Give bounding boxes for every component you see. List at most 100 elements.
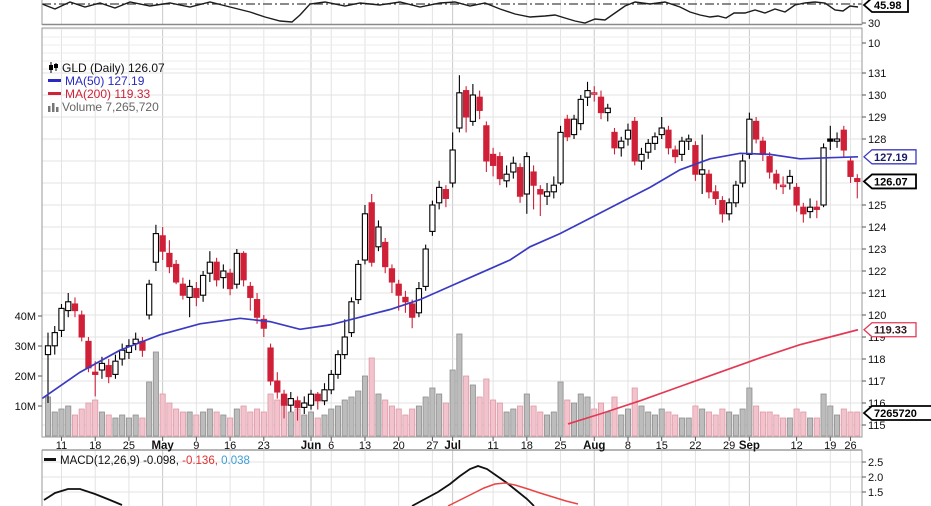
volume-bar	[699, 408, 706, 437]
volume-bar	[692, 405, 699, 437]
legend-ma200-row: MA(200) 119.33	[48, 88, 165, 101]
volume-bar	[726, 411, 733, 437]
ma50-line	[41, 152, 859, 400]
volume-bar	[65, 405, 72, 437]
volume-bar	[186, 411, 193, 437]
volume-bar	[793, 408, 800, 437]
macd-tick-label: 2.0	[868, 472, 883, 484]
date-tick-label: 16	[224, 440, 236, 452]
volume-bar	[321, 414, 328, 437]
volume-bar	[456, 333, 463, 437]
top-panel-tick-label: 30	[868, 18, 880, 30]
candle-body	[672, 149, 679, 158]
volume-bar	[105, 414, 112, 437]
volume-tick-label: 10M	[15, 401, 36, 413]
candle-body	[226, 272, 234, 290]
date-tick-label: May	[151, 440, 174, 452]
date-tick-label: 11	[56, 440, 67, 452]
candle-body	[260, 318, 267, 329]
macd-value-2: -0.136,	[182, 455, 218, 467]
ma200-line	[567, 328, 859, 425]
chart-legend: GLD (Daily) 126.07 MA(50) 127.19 MA(200)…	[48, 62, 165, 114]
price-tick-label: 120	[868, 310, 886, 322]
price-tick-label: 115	[868, 420, 886, 432]
volume-bar	[388, 405, 395, 437]
volume-bar	[483, 378, 490, 437]
candle-body	[638, 153, 645, 162]
volume-bars-icon	[48, 102, 59, 112]
volume-bar	[618, 414, 625, 437]
candle-body	[166, 252, 173, 268]
price-callout	[863, 149, 917, 165]
candle-body	[301, 402, 308, 408]
volume-bar	[233, 408, 240, 437]
volume-bar	[820, 393, 827, 437]
volume-bar	[409, 408, 416, 437]
volume-bar	[807, 417, 814, 437]
date-tick-label: 26	[844, 440, 856, 452]
top-panel-tick-label: 10	[868, 38, 880, 50]
volume-bar	[678, 417, 685, 437]
candle-body	[334, 354, 342, 375]
volume-bar	[645, 411, 652, 437]
volume-bar	[132, 414, 139, 437]
volume-bar	[287, 411, 294, 437]
candle-body	[78, 314, 85, 338]
date-tick-label: 25	[554, 440, 566, 452]
volume-bar	[334, 405, 341, 437]
price-tick-label: 121	[868, 288, 886, 300]
candle-body	[267, 347, 274, 382]
volume-bar	[766, 411, 773, 437]
volume-bar	[260, 411, 267, 437]
candle-body	[462, 90, 470, 118]
candle-body	[543, 191, 551, 197]
legend-volume-label: Volume 7,265,720	[62, 100, 159, 114]
volume-bar	[355, 390, 362, 437]
price-tick-label: 131	[868, 68, 886, 80]
volume-bar	[254, 408, 261, 437]
candle-body	[658, 127, 665, 136]
candle-body	[240, 252, 247, 281]
ma200-line-icon	[48, 92, 61, 96]
candle-body	[840, 129, 847, 151]
price-tick-label: 130	[868, 90, 886, 102]
volume-tick-label: 20M	[15, 371, 36, 383]
candle-body	[253, 299, 261, 318]
volume-bar	[159, 393, 166, 437]
ma50-line-icon	[48, 79, 61, 83]
volume-bar	[58, 408, 65, 437]
macd-value-3: 0.038	[221, 455, 250, 467]
date-tick-label: 6	[328, 440, 334, 452]
volume-bar	[571, 402, 578, 437]
volume-bar	[705, 411, 712, 437]
volume-tick-label: 40M	[15, 311, 36, 323]
volume-bar	[786, 417, 793, 437]
candle-body	[51, 332, 58, 347]
candle-body	[523, 156, 530, 195]
macd-tick-label: 1.5	[868, 487, 883, 499]
price-tick-label: 129	[868, 112, 886, 124]
candle-body	[618, 140, 625, 149]
volume-bar	[638, 405, 645, 437]
legend-ma200-label: MA(200) 119.33	[65, 87, 151, 101]
volume-bar	[328, 408, 335, 437]
volume-bar	[840, 408, 847, 437]
candle-body	[125, 345, 133, 353]
macd-tick-label: 2.5	[868, 457, 883, 469]
candle-body	[685, 138, 692, 142]
price-callout	[862, 0, 909, 13]
volume-bar	[139, 417, 146, 437]
candle-body	[564, 118, 571, 138]
volume-bar	[591, 408, 598, 437]
candle-body	[172, 263, 180, 283]
volume-bar	[490, 399, 497, 437]
candle-body	[179, 283, 187, 296]
volume-bar	[348, 396, 355, 437]
volume-bar	[712, 414, 719, 437]
candle-body	[213, 261, 220, 281]
candle-body	[537, 189, 544, 195]
candle-body	[678, 140, 686, 155]
legend-symbol-label: GLD (Daily) 126.07	[62, 61, 165, 75]
